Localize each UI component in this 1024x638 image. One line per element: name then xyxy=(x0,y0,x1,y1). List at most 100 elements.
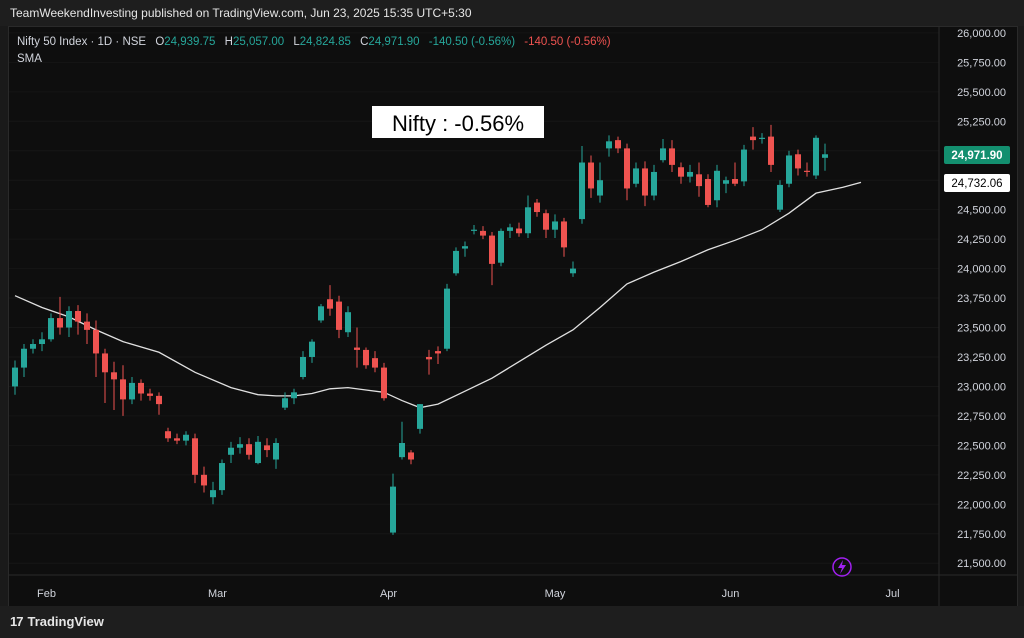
candle-body xyxy=(39,339,45,345)
candle-body xyxy=(66,311,72,328)
candle xyxy=(336,295,342,339)
candle xyxy=(480,226,486,240)
candle xyxy=(30,339,36,354)
candle-body xyxy=(93,329,99,354)
x-tick-label: Jul xyxy=(885,588,899,600)
candle xyxy=(408,450,414,465)
candle xyxy=(606,135,612,157)
legend-change-2: -140.50 (-0.56%) xyxy=(524,36,610,48)
candle xyxy=(615,136,621,154)
y-axis: 21,500.00 21,750.00 22,000.00 22,250.00 22,5… xyxy=(9,27,1017,607)
candle xyxy=(471,224,477,235)
candle-body xyxy=(21,348,27,368)
candle-body xyxy=(219,463,225,491)
candle-body xyxy=(174,438,180,441)
candle-body xyxy=(102,353,108,373)
candle-body xyxy=(462,246,468,249)
candle-body xyxy=(687,171,693,177)
candle xyxy=(732,162,738,187)
candle xyxy=(120,365,126,416)
candle-body xyxy=(507,227,513,231)
candle-body xyxy=(624,148,630,189)
candle xyxy=(777,180,783,213)
annotation-box xyxy=(372,106,544,138)
candle-body xyxy=(120,379,126,400)
candle-body xyxy=(525,207,531,234)
candle xyxy=(759,133,765,144)
candle xyxy=(147,388,153,401)
sma-layer xyxy=(14,181,862,409)
x-tick-label: Jun xyxy=(722,588,740,600)
last-price-label: 24,971.90 xyxy=(944,146,1010,164)
lightning-icon[interactable] xyxy=(832,557,852,577)
tradingview-logo[interactable]: 17 TradingView xyxy=(10,606,104,638)
y-tick-label: 22,000.00 xyxy=(957,499,1006,511)
candle xyxy=(570,261,576,277)
candle xyxy=(111,361,117,411)
y-tick-label: 23,250.00 xyxy=(957,352,1006,364)
candle-body xyxy=(516,228,522,234)
candle-body xyxy=(417,404,423,429)
y-tick-label: 25,750.00 xyxy=(957,57,1006,69)
x-tick-label: May xyxy=(545,588,566,600)
candle xyxy=(246,438,252,460)
candle-body xyxy=(273,443,279,460)
candle-body xyxy=(714,170,720,201)
tradingview-logo-icon: 17 xyxy=(10,614,24,629)
candle xyxy=(84,313,90,345)
grid-lines xyxy=(9,32,939,564)
candle-body xyxy=(57,318,63,328)
candle-body xyxy=(84,321,90,330)
candle-body xyxy=(111,372,117,380)
candle xyxy=(588,155,594,198)
candle xyxy=(651,164,657,201)
candle xyxy=(228,441,234,464)
candle-body xyxy=(597,180,603,196)
candle xyxy=(174,433,180,445)
candle xyxy=(21,344,27,378)
candle-body xyxy=(696,174,702,187)
chart-area[interactable]: 21,500.00 21,750.00 22,000.00 22,250.00 22,5… xyxy=(8,26,1018,608)
candle xyxy=(381,362,387,401)
y-tick-label: 21,750.00 xyxy=(957,529,1006,541)
legend-close-value: 24,971.90 xyxy=(368,36,419,48)
candle-body xyxy=(183,434,189,441)
price-chart[interactable]: 21,500.00 21,750.00 22,000.00 22,250.00 22,5… xyxy=(9,27,1017,607)
candle-body xyxy=(453,250,459,274)
y-tick-label: 24,250.00 xyxy=(957,234,1006,246)
candle xyxy=(444,283,450,352)
legend-low-label: L xyxy=(293,36,300,48)
candle xyxy=(48,313,54,342)
candle xyxy=(345,306,351,337)
y-tick-label: 21,500.00 xyxy=(957,558,1006,570)
candle xyxy=(39,332,45,352)
y-tick-label: 22,750.00 xyxy=(957,411,1006,423)
candle-body xyxy=(489,235,495,264)
candle xyxy=(327,285,333,316)
candle-body xyxy=(399,443,405,458)
candle xyxy=(687,164,693,183)
candle-body xyxy=(786,155,792,184)
legend-open-value: 24,939.75 xyxy=(164,36,215,48)
candle-body xyxy=(732,179,738,184)
candle xyxy=(255,435,261,465)
candle-layer xyxy=(12,124,828,535)
candle-body xyxy=(264,445,270,451)
candle xyxy=(633,162,639,188)
candle-body xyxy=(408,452,414,460)
candle-body xyxy=(633,168,639,184)
candle-body xyxy=(543,213,549,230)
candle xyxy=(291,388,297,405)
candle-body xyxy=(795,154,801,169)
candle xyxy=(822,143,828,171)
candle xyxy=(462,241,468,257)
candle-body xyxy=(678,167,684,177)
candle-body xyxy=(129,382,135,400)
candle-body xyxy=(165,431,171,439)
candle xyxy=(534,199,540,217)
candle-body xyxy=(444,288,450,349)
candle xyxy=(129,377,135,405)
legend-high-value: 25,057.00 xyxy=(233,36,284,48)
candle-body xyxy=(480,230,486,236)
tradingview-brand: TradingView xyxy=(27,614,104,629)
